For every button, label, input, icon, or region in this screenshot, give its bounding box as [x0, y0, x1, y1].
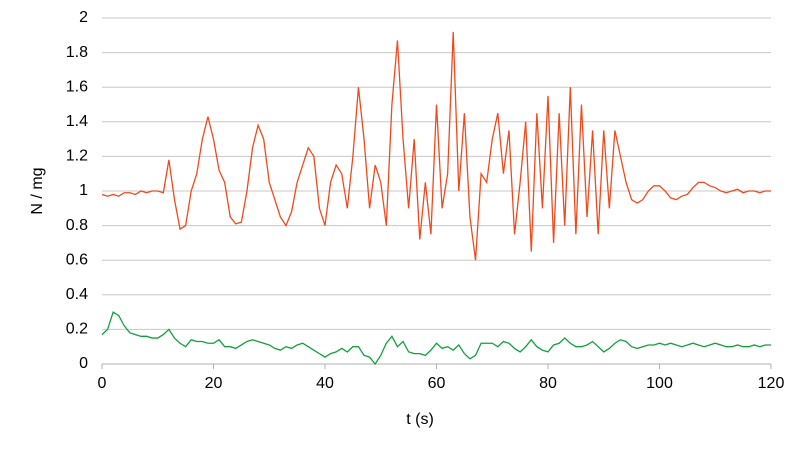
y-axis-label: N / mg: [29, 167, 46, 214]
y-tick-label: 1: [79, 182, 88, 199]
y-tick-label: 1.2: [66, 148, 88, 165]
x-axis-label: t (s): [406, 411, 434, 428]
x-tick-label: 60: [428, 375, 446, 392]
data-line: [101, 311, 771, 366]
y-tick-label: 0.4: [66, 286, 88, 303]
y-tick-label: 1.8: [66, 44, 88, 61]
y-tick-label: 1.6: [66, 78, 88, 95]
x-tick-label: 0: [98, 375, 107, 392]
y-tick-label: 0.6: [66, 251, 88, 268]
y-tick-label: 2: [79, 9, 88, 26]
x-tick-label: 20: [205, 375, 223, 392]
x-tick-label: 80: [539, 375, 557, 392]
y-tick-label: 0.2: [66, 321, 88, 338]
x-tick-label: 40: [316, 375, 334, 392]
y-tick-label: 1.4: [66, 113, 88, 130]
data-line: [101, 31, 771, 261]
y-tick-label: 0.8: [66, 217, 88, 234]
y-tick-label: 0: [79, 355, 88, 372]
x-tick-label: 100: [646, 375, 673, 392]
x-tick-label: 120: [758, 375, 785, 392]
